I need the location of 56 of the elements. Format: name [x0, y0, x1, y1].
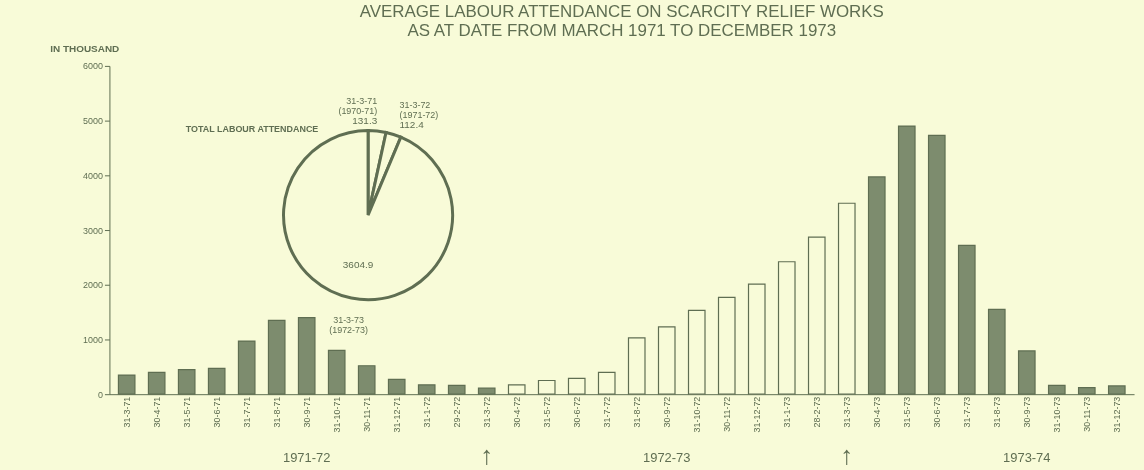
text: AVERAGE LABOUR ATTENDANCE ON SCARCITY RELIEF WORKS	[359, 2, 884, 22]
x-tick-label: 31-3-71	[121, 396, 132, 428]
y-tick-label: 4000	[83, 170, 103, 181]
x-tick-label: 31-10-73	[1051, 396, 1062, 433]
y-tick-label: 6000	[83, 61, 103, 72]
x-tick-label: 31-1-72	[421, 396, 432, 428]
x-tick-label: 31-12-73	[1111, 396, 1122, 433]
x-tick-label: 30-4-72	[511, 396, 522, 428]
x-tick-label: 30-9-72	[661, 396, 672, 428]
text: AS AT DATE FROM MARCH 1971 TO DECEMBER 1973	[407, 21, 837, 41]
slice-label: 31-3-72 (1971-72)	[399, 100, 439, 121]
x-tick-label: 30-6-71	[211, 396, 222, 428]
slice-label: 31-3-73 (1972-73)	[329, 314, 368, 335]
data-label: 3604.9	[342, 258, 374, 270]
y-tick-label: 2000	[83, 280, 103, 291]
x-tick-label: 31-5-72	[541, 396, 552, 428]
text: ↑	[840, 440, 854, 469]
y-tick-label: 5000	[83, 116, 103, 127]
x-tick-label: 30-9-71	[301, 396, 312, 428]
x-tick-label: 31-3-72	[481, 396, 492, 428]
x-tick-label: 30-4-71	[151, 396, 162, 428]
x-tick-label: 29-2-72	[451, 396, 462, 428]
x-tick-label: 31-1-73	[781, 396, 792, 428]
data-label: 131.3	[352, 115, 378, 127]
y-tick-label: 0	[97, 389, 103, 400]
y-tick-label: 3000	[83, 225, 103, 236]
x-tick-label: 31-8-73	[991, 396, 1002, 428]
x-tick-label: 30-11-73	[1081, 396, 1092, 432]
data-label: 112.4	[399, 118, 425, 130]
x-tick-label: 30-6-73	[931, 396, 942, 428]
x-tick-label: 31-12-72	[751, 396, 762, 433]
x-tick-label: 31-10-71	[331, 396, 342, 433]
x-tick-label: 31-3-73	[841, 396, 852, 428]
slice-label: 31-3-71 (1970-71)	[338, 96, 378, 117]
text: 1971-72	[282, 449, 331, 465]
x-tick-label: 31-7-73	[961, 396, 972, 428]
x-tick-label: 31-7-72	[601, 396, 612, 428]
x-tick-label: 28-2-73	[811, 396, 822, 428]
y-tick-label: 1000	[83, 334, 103, 345]
text: 1973-74	[1003, 449, 1051, 465]
text: 1972-73	[643, 449, 691, 465]
x-tick-label: 31-10-72	[691, 396, 702, 433]
x-tick-label: 31-5-73	[901, 396, 912, 428]
x-tick-label: 30-11-72	[721, 396, 732, 432]
x-tick-label: 30-4-73	[871, 396, 882, 428]
text: TOTAL LABOUR ATTENDANCE	[185, 123, 319, 134]
y-axis-title: IN THOUSAND	[50, 43, 120, 55]
x-tick-label: 31-5-71	[181, 396, 192, 428]
x-tick-label: 30-9-73	[1021, 396, 1032, 428]
x-tick-label: 31-7-71	[241, 396, 252, 428]
x-tick-label: 31-8-72	[631, 396, 642, 428]
text: ↑	[480, 440, 494, 469]
x-tick-label: 30-6-72	[571, 396, 582, 428]
x-tick-label: 30-11-71	[361, 396, 372, 432]
x-tick-label: 31-12-71	[391, 396, 402, 433]
x-tick-label: 31-8-71	[271, 396, 282, 428]
